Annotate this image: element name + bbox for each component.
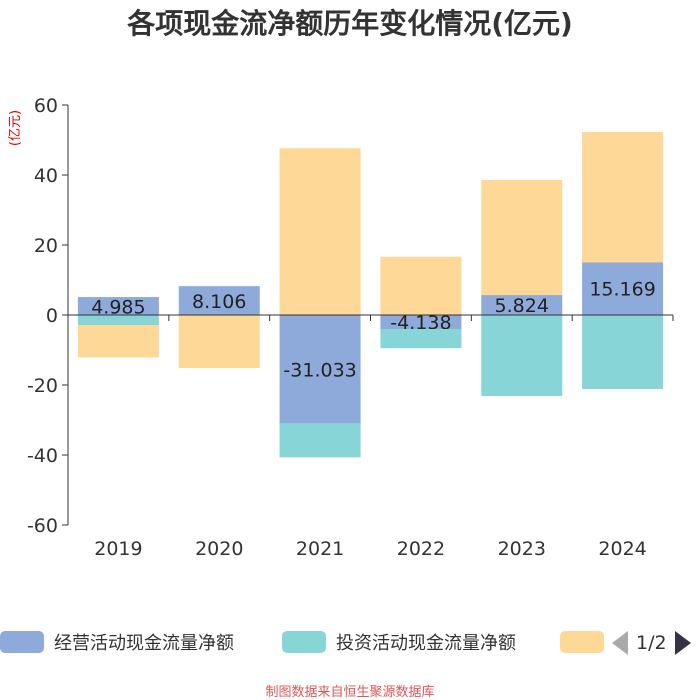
bar-financing-2024[interactable] xyxy=(582,131,664,263)
x-tick-label: 2019 xyxy=(94,538,142,560)
bar-investing-2019[interactable] xyxy=(77,314,159,326)
bar-investing-2024[interactable] xyxy=(582,314,664,389)
y-tick-label: -60 xyxy=(27,515,58,537)
y-tick-label: -20 xyxy=(27,375,58,397)
legend-swatch xyxy=(282,631,326,653)
legend-swatch xyxy=(560,631,604,653)
data-label-2023: 5.824 xyxy=(495,295,549,317)
x-tick-label: 2022 xyxy=(397,538,445,560)
bar-financing-2019[interactable] xyxy=(77,325,159,358)
chart-plot: (亿元) 60 40 20 0 -20 -40 -60 4.985 2019 8.106 2020 -3… xyxy=(8,95,674,560)
bar-operating-2024[interactable] xyxy=(582,261,664,316)
next-page-icon[interactable] xyxy=(674,631,691,655)
y-axis-unit-label: (亿元) xyxy=(8,110,23,146)
bar-financing-2022[interactable] xyxy=(380,256,462,316)
bar-financing-2021[interactable] xyxy=(279,148,361,316)
x-tick-label: 2021 xyxy=(296,538,344,560)
bar-operating-2020[interactable] xyxy=(178,286,260,316)
bar-investing-2022[interactable] xyxy=(380,328,462,349)
bar-financing-2023[interactable] xyxy=(481,180,563,296)
data-label-2024: 15.169 xyxy=(589,278,655,300)
legend: 经营活动现金流量净额 投资活动现金流量净额 xyxy=(0,624,700,660)
y-tick-label: 40 xyxy=(34,165,58,187)
bar-operating-2021[interactable] xyxy=(279,314,361,425)
legend-item-investing[interactable]: 投资活动现金流量净额 xyxy=(282,630,516,654)
legend-swatch xyxy=(0,631,44,653)
x-tick-label: 2023 xyxy=(498,538,546,560)
bar-investing-2021[interactable] xyxy=(279,423,361,458)
data-label-2021: -31.033 xyxy=(283,359,356,381)
legend-label: 经营活动现金流量净额 xyxy=(54,633,234,654)
legend-item-financing[interactable] xyxy=(560,630,614,654)
data-label-2020: 8.106 xyxy=(192,291,246,313)
bar-investing-2023[interactable] xyxy=(481,314,563,396)
y-tick-label: 20 xyxy=(34,235,58,257)
legend-item-operating[interactable]: 经营活动现金流量净额 xyxy=(0,630,234,654)
legend-label: 投资活动现金流量净额 xyxy=(336,633,516,654)
y-tick-label: -40 xyxy=(27,445,58,467)
x-tick-label: 2020 xyxy=(195,538,243,560)
page-indicator: 1/2 xyxy=(636,632,667,654)
prev-page-icon[interactable] xyxy=(612,631,628,655)
chart-title: 各项现金流净额历年变化情况(亿元) xyxy=(127,7,573,40)
y-tick-label: 60 xyxy=(34,95,58,117)
bar-financing-2020[interactable] xyxy=(178,314,260,368)
legend-pager: 1/2 xyxy=(612,628,691,658)
data-label-2019: 4.985 xyxy=(91,296,145,318)
source-footer: 制图数据来自恒生聚源数据库 xyxy=(265,685,435,700)
x-tick-label: 2024 xyxy=(598,538,646,560)
data-label-2022: -4.138 xyxy=(390,312,451,334)
y-tick-label: 0 xyxy=(46,305,58,327)
